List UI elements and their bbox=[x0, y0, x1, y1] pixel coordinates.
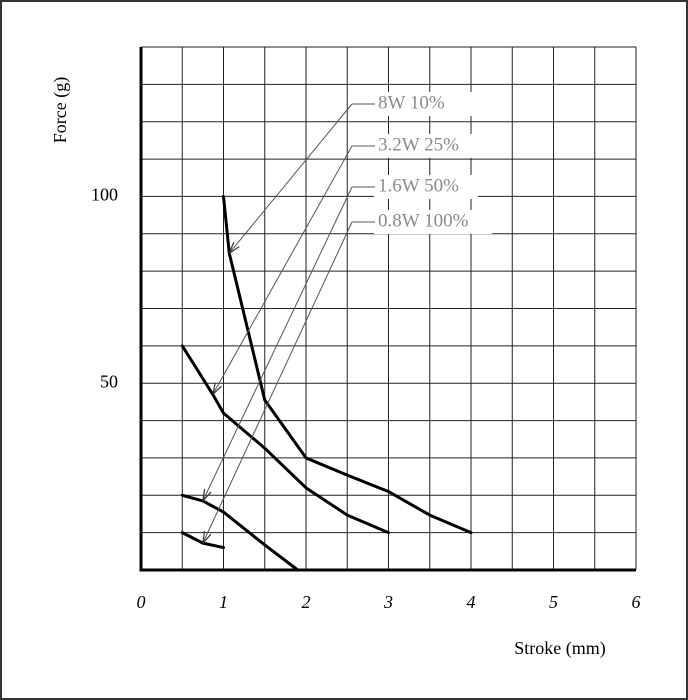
series-line bbox=[180, 531, 225, 550]
leader-line bbox=[228, 103, 353, 254]
leader-line bbox=[202, 186, 353, 502]
x-tick-label: 1 bbox=[219, 592, 228, 612]
legend-label: 3.2W 25% bbox=[378, 134, 459, 155]
legend-bg bbox=[374, 175, 478, 199]
leader-arrow bbox=[212, 382, 222, 395]
legend-bg bbox=[374, 92, 478, 116]
y-tick-label: 100 bbox=[91, 185, 118, 205]
leader-arrow bbox=[202, 531, 212, 544]
legend-bg bbox=[374, 210, 492, 234]
legend-label: 1.6W 50% bbox=[378, 175, 459, 196]
leader-line bbox=[212, 145, 353, 395]
x-tick-label: 0 bbox=[137, 592, 146, 612]
x-axis-label: Stroke (mm) bbox=[514, 638, 606, 659]
x-tick-label: 5 bbox=[549, 592, 558, 612]
legend-label: 0.8W 100% bbox=[378, 210, 469, 231]
x-tick-label: 3 bbox=[383, 592, 393, 612]
x-tick-label: 4 bbox=[467, 592, 476, 612]
leader-arrow bbox=[202, 488, 212, 502]
leader-line bbox=[202, 221, 353, 544]
legend-bg bbox=[374, 134, 478, 158]
y-axis-label: Force (g) bbox=[50, 77, 71, 143]
leader-arrow bbox=[228, 241, 240, 254]
series-line bbox=[180, 493, 300, 572]
x-tick-label: 2 bbox=[302, 592, 311, 612]
y-tick-label: 50 bbox=[100, 371, 118, 391]
series-line bbox=[222, 194, 473, 535]
x-tick-label: 6 bbox=[632, 592, 641, 612]
legend-label: 8W 10% bbox=[378, 92, 445, 113]
